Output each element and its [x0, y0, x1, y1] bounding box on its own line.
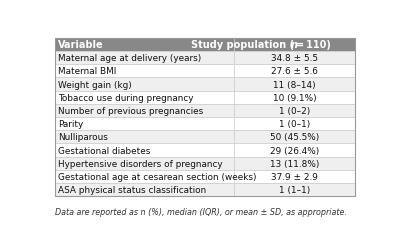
Bar: [234, 131, 355, 144]
Bar: [55, 104, 234, 118]
Bar: [55, 78, 234, 91]
Text: Maternal BMI: Maternal BMI: [58, 67, 117, 76]
Bar: [55, 157, 234, 170]
Text: 50 (45.5%): 50 (45.5%): [270, 133, 319, 142]
Bar: [55, 170, 234, 183]
Text: Nulliparous: Nulliparous: [58, 133, 108, 142]
Text: 1 (0–2): 1 (0–2): [279, 106, 310, 116]
Text: Data are reported as n (%), median (IQR), or mean ± SD, as appropriate.: Data are reported as n (%), median (IQR)…: [55, 208, 346, 216]
Bar: [55, 118, 234, 131]
Text: 1 (0–1): 1 (0–1): [279, 120, 310, 129]
Bar: [234, 52, 355, 65]
Bar: [55, 131, 234, 144]
Text: ASA physical status classification: ASA physical status classification: [58, 186, 207, 194]
Text: Study population (: Study population (: [192, 40, 294, 50]
Bar: [55, 65, 234, 78]
Text: 11 (8–14): 11 (8–14): [273, 80, 316, 89]
Bar: [234, 91, 355, 104]
Text: Weight gain (kg): Weight gain (kg): [58, 80, 132, 89]
Bar: [234, 118, 355, 131]
Text: Gestational diabetes: Gestational diabetes: [58, 146, 151, 155]
Text: Gestational age at cesarean section (weeks): Gestational age at cesarean section (wee…: [58, 172, 257, 181]
Bar: [234, 39, 355, 52]
Text: = 110): = 110): [294, 40, 331, 50]
Bar: [234, 183, 355, 196]
Bar: [234, 144, 355, 157]
Bar: [55, 144, 234, 157]
Text: 37.9 ± 2.9: 37.9 ± 2.9: [271, 172, 318, 181]
Text: 10 (9.1%): 10 (9.1%): [273, 93, 316, 102]
Text: 13 (11.8%): 13 (11.8%): [270, 159, 319, 168]
Text: Number of previous pregnancies: Number of previous pregnancies: [58, 106, 204, 116]
Bar: [234, 170, 355, 183]
Text: Tobacco use during pregnancy: Tobacco use during pregnancy: [58, 93, 194, 102]
Bar: [55, 39, 355, 196]
Bar: [234, 65, 355, 78]
Text: 1 (1–1): 1 (1–1): [279, 186, 310, 194]
Text: Parity: Parity: [58, 120, 84, 129]
Bar: [55, 183, 234, 196]
Text: 27.6 ± 5.6: 27.6 ± 5.6: [271, 67, 318, 76]
Text: n: n: [291, 40, 298, 50]
Text: Variable: Variable: [58, 40, 104, 50]
Text: 29 (26.4%): 29 (26.4%): [270, 146, 319, 155]
Bar: [234, 78, 355, 91]
Bar: [234, 157, 355, 170]
Bar: [55, 39, 234, 52]
Bar: [55, 52, 234, 65]
Bar: [234, 104, 355, 118]
Bar: [55, 91, 234, 104]
Text: Maternal age at delivery (years): Maternal age at delivery (years): [58, 54, 202, 63]
Text: Hypertensive disorders of pregnancy: Hypertensive disorders of pregnancy: [58, 159, 223, 168]
Text: 34.8 ± 5.5: 34.8 ± 5.5: [271, 54, 318, 63]
